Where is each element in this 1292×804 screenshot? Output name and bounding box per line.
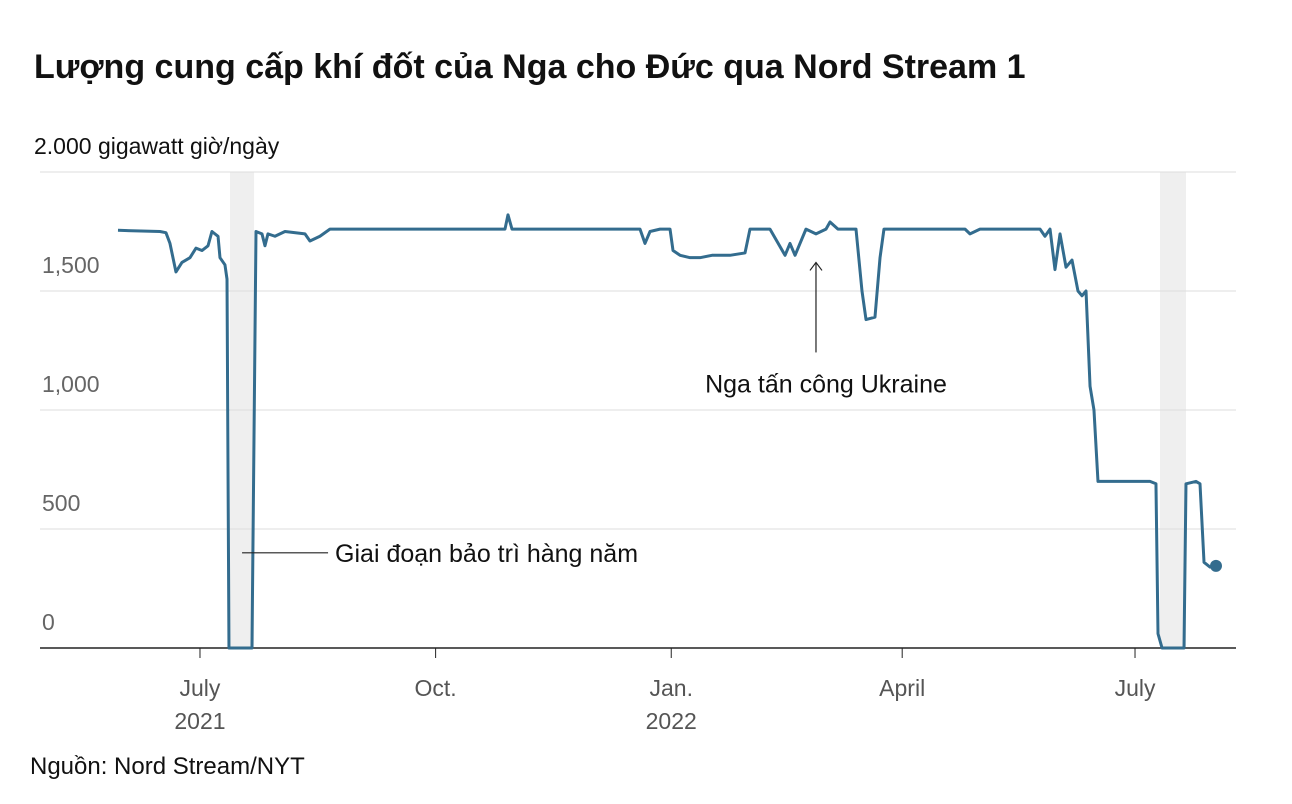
x-tick-label: Oct. — [415, 675, 457, 701]
annotation: Giai đoạn bảo trì hàng năm — [335, 540, 638, 568]
x-tick-label: April — [879, 675, 925, 701]
x-year-label: 2022 — [646, 708, 697, 734]
x-year-label: 2021 — [174, 708, 225, 734]
y-tick-label: 2.000 gigawatt giờ/ngày — [34, 133, 280, 159]
x-tick-label: July — [180, 675, 221, 701]
y-tick-label: 1,500 — [42, 252, 100, 278]
y-tick-label: 1,000 — [42, 371, 100, 397]
arrow-head — [809, 261, 823, 271]
y-tick-label: 0 — [42, 609, 55, 635]
source: Nguồn: Nord Stream/NYT — [30, 753, 305, 780]
x-tick-label: Jan. — [649, 675, 692, 701]
annotation: Nga tấn công Ukraine — [705, 370, 947, 398]
x-tick-label: July — [1115, 675, 1156, 701]
data-line — [117, 213, 1217, 650]
end-point — [1209, 559, 1222, 572]
y-tick-label: 500 — [42, 490, 80, 516]
chart-title: Lượng cung cấp khí đốt của Nga cho Đức q… — [34, 48, 1026, 86]
